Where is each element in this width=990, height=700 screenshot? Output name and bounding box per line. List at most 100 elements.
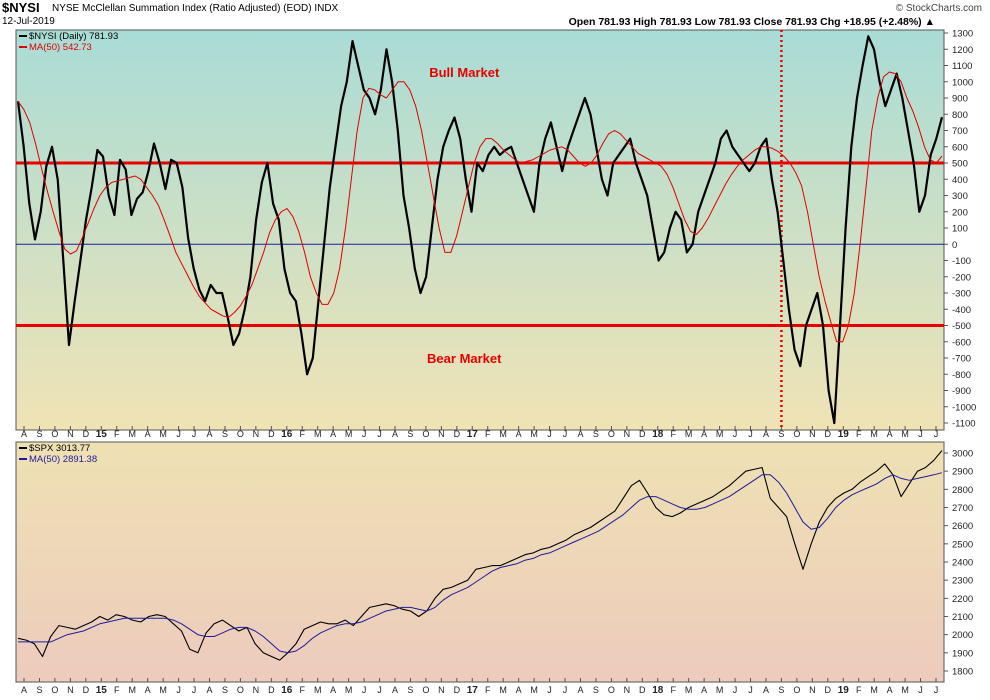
bottom-x-tick-label: D	[268, 685, 275, 695]
bottom-x-tick-label: F	[485, 685, 491, 695]
top-x-tick-label: N	[624, 429, 631, 439]
top-ma-series-line	[17, 71, 943, 343]
bottom-y-tick-label: 1900	[952, 648, 973, 659]
top-x-tick-label: M	[685, 429, 693, 439]
top-x-tick-label: D	[83, 429, 90, 439]
top-x-tick-label: F	[114, 429, 120, 439]
top-x-tick-label: A	[206, 429, 212, 439]
bottom-x-tick-label: D	[639, 685, 646, 695]
top-x-tick-label: M	[716, 429, 724, 439]
top-y-tick-label: 600	[952, 142, 968, 153]
top-x-tick-label: O	[51, 429, 58, 439]
bottom-x-tick-label: O	[237, 685, 244, 695]
top-x-tick-label: A	[330, 429, 336, 439]
bottom-x-tick-label: A	[206, 685, 212, 695]
bottom-y-tick-label: 3000	[952, 449, 973, 460]
bottom-y-tick-label: 2800	[952, 485, 973, 496]
bottom-x-tick-label: 17	[467, 685, 479, 696]
top-y-tick-label: 100	[952, 224, 968, 235]
bottom-y-tick-label: 1800	[952, 667, 973, 678]
bottom-x-tick-label: S	[222, 685, 228, 695]
top-x-tick-label: 19	[838, 429, 850, 440]
top-x-tick-label: D	[268, 429, 275, 439]
top-y-tick-label: 400	[952, 175, 968, 186]
description-label: NYSE McClellan Summation Index (Ratio Ad…	[52, 3, 339, 14]
top-y-tick-label: -1000	[952, 402, 976, 413]
bottom-x-tick-label: J	[918, 685, 923, 695]
top-y-tick-label: 300	[952, 191, 968, 202]
bottom-x-tick-label: 18	[652, 685, 664, 696]
top-y-tick-label: -600	[952, 337, 971, 348]
bottom-x-tick-label: A	[763, 685, 769, 695]
annotation-bear-market: Bear Market	[427, 351, 502, 366]
top-x-tick-label: J	[918, 429, 923, 439]
bottom-x-tick-label: 19	[838, 685, 850, 696]
top-x-tick-label: F	[299, 429, 305, 439]
bottom-x-tick-label: F	[299, 685, 305, 695]
bottom-x-tick-label: N	[438, 685, 445, 695]
bottom-x-tick-label: A	[887, 685, 893, 695]
top-x-tick-label: 16	[281, 429, 293, 440]
bottom-y-tick-label: 2600	[952, 521, 973, 532]
symbol-label: $NYSI	[2, 0, 40, 15]
bottom-x-tick-label: S	[593, 685, 599, 695]
top-y-tick-label: 1100	[952, 61, 972, 72]
top-x-tick-label: J	[547, 429, 552, 439]
bottom-legend-label: $SPX 3013.77	[29, 443, 90, 454]
bottom-x-tick-label: M	[314, 685, 322, 695]
top-x-tick-label: O	[608, 429, 615, 439]
bottom-y-tick-label: 2400	[952, 558, 973, 569]
top-x-tick-label: O	[422, 429, 429, 439]
ohlc-readout: Open 781.93 High 781.93 Low 781.93 Close…	[568, 16, 935, 28]
bottom-ma-series-line	[18, 472, 943, 654]
bottom-x-tick-label: S	[778, 685, 784, 695]
bottom-x-tick-label: J	[547, 685, 552, 695]
top-y-tick-label: -900	[952, 386, 971, 397]
top-x-tick-label: 15	[96, 429, 108, 440]
bottom-x-tick-label: O	[793, 685, 800, 695]
bottom-x-tick-label: O	[422, 685, 429, 695]
bottom-x-tick-label: S	[36, 685, 42, 695]
top-y-tick-label: -300	[952, 289, 971, 300]
bottom-y-tick-label: 2000	[952, 630, 973, 641]
top-x-tick-label: J	[377, 429, 382, 439]
top-x-tick-label: M	[901, 429, 909, 439]
bottom-x-tick-label: J	[377, 685, 382, 695]
bottom-x-tick-label: J	[362, 685, 367, 695]
bottom-x-tick-label: A	[145, 685, 151, 695]
bottom-x-tick-label: A	[516, 685, 522, 695]
top-x-tick-label: S	[36, 429, 42, 439]
top-y-tick-label: 1300	[952, 29, 973, 40]
top-y-tick-label: -1100	[952, 419, 976, 430]
top-x-tick-label: D	[454, 429, 461, 439]
top-x-tick-label: M	[870, 429, 878, 439]
top-x-tick-label: J	[563, 429, 568, 439]
bottom-y-tick-label: 2300	[952, 576, 973, 587]
bottom-x-tick-label: A	[21, 685, 27, 695]
top-x-tick-label: F	[856, 429, 862, 439]
bottom-x-tick-label: N	[253, 685, 260, 695]
top-x-tick-label: A	[763, 429, 769, 439]
bottom-x-tick-label: O	[51, 685, 58, 695]
top-x-tick-label: J	[362, 429, 367, 439]
top-x-tick-label: M	[159, 429, 167, 439]
bottom-x-tick-label: F	[856, 685, 862, 695]
bottom-x-tick-label: A	[701, 685, 707, 695]
top-x-tick-label: J	[748, 429, 753, 439]
top-x-tick-label: F	[485, 429, 491, 439]
top-panel-background	[15, 29, 945, 431]
bottom-x-tick-label: A	[577, 685, 583, 695]
bottom-x-tick-label: M	[530, 685, 538, 695]
top-x-tick-label: J	[733, 429, 738, 439]
top-y-tick-label: -200	[952, 272, 971, 283]
top-x-tick-label: M	[314, 429, 322, 439]
top-x-tick-label: M	[345, 429, 353, 439]
bottom-y-tick-label: 2200	[952, 594, 973, 605]
top-x-tick-label: A	[21, 429, 27, 439]
top-x-tick-label: J	[192, 429, 197, 439]
top-y-tick-label: 900	[952, 94, 968, 105]
bottom-panel-background	[15, 441, 945, 683]
bottom-x-tick-label: M	[870, 685, 878, 695]
bottom-y-tick-label: 2900	[952, 467, 973, 478]
top-y-tick-label: -400	[952, 305, 971, 316]
